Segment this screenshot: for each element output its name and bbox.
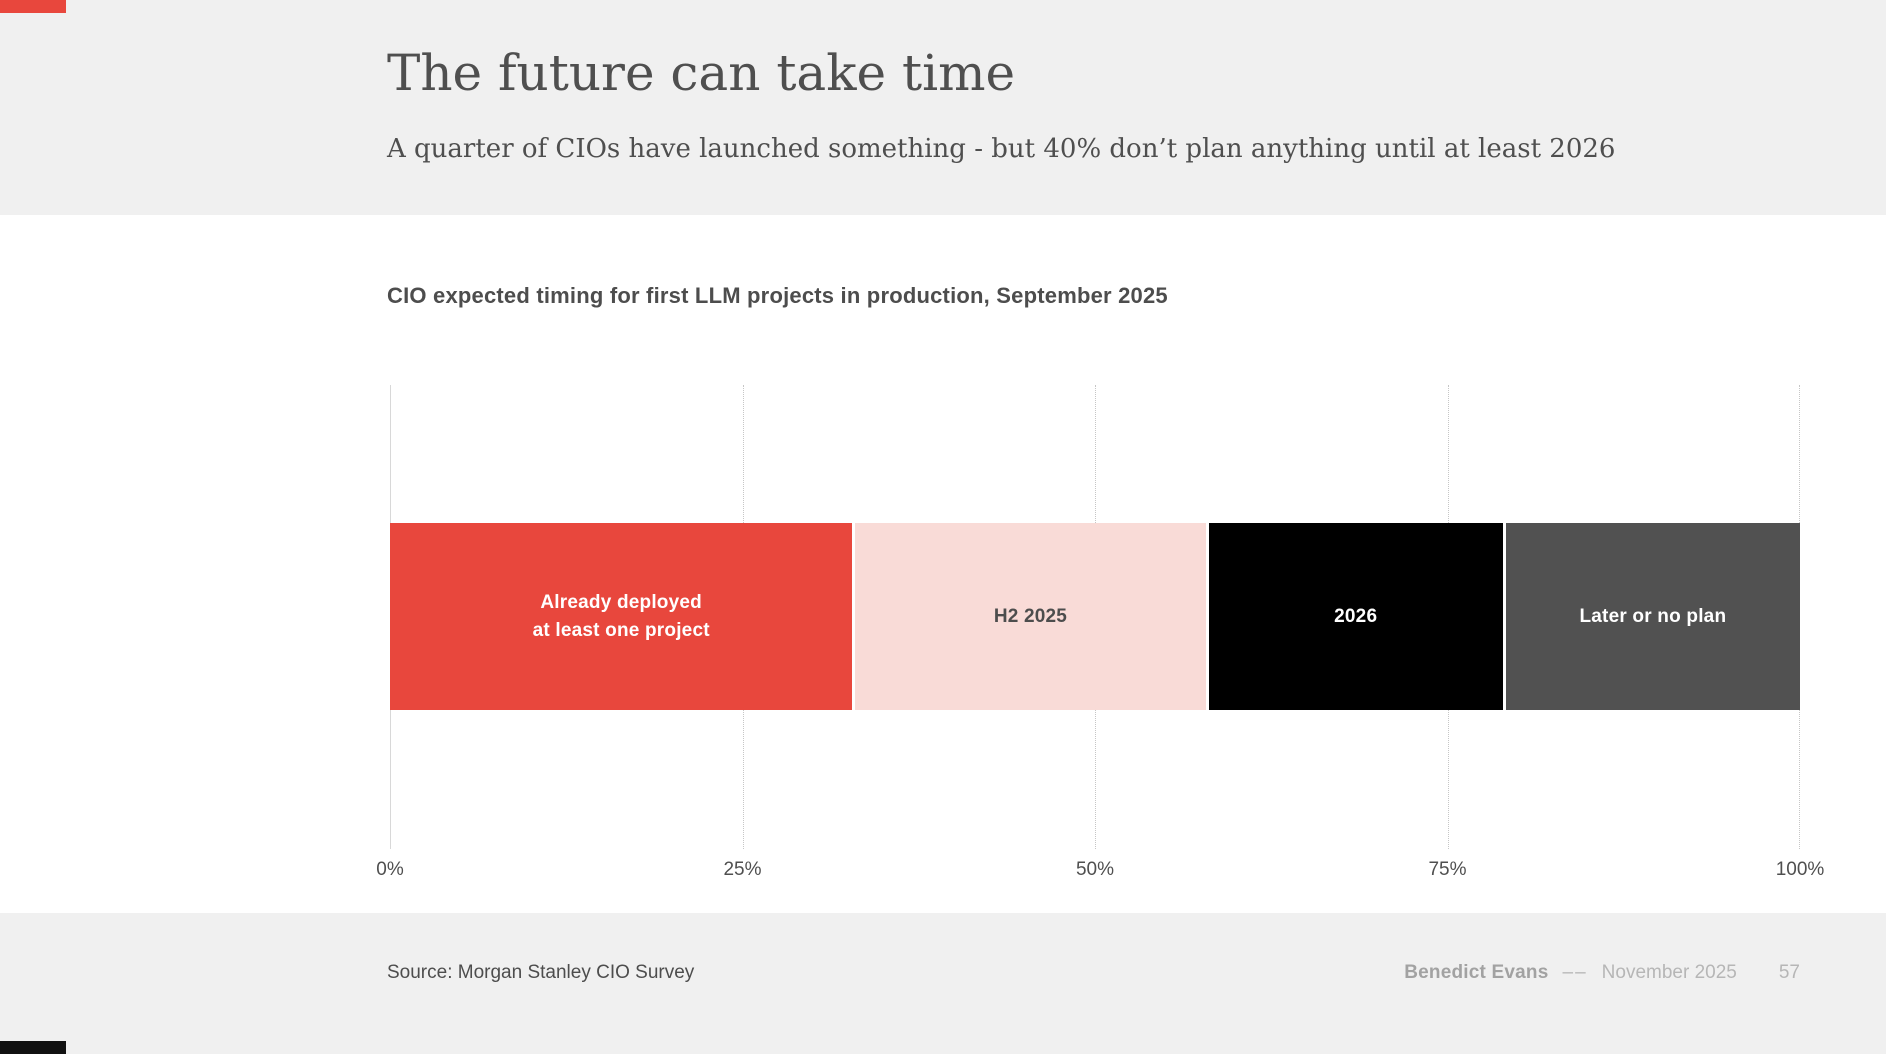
page-subtitle: A quarter of CIOs have launched somethin… (387, 134, 1616, 164)
tick-label-75pct: 75% (1428, 859, 1467, 880)
tick-label-100pct: 100% (1775, 859, 1825, 880)
credit-date: November 2025 (1601, 962, 1737, 983)
x-axis: 0% 25% 50% 75% 100% (376, 859, 1824, 885)
credit-separator: –– (1562, 962, 1588, 983)
page-title: The future can take time (387, 44, 1016, 102)
author-name: Benedict Evans (1404, 962, 1549, 983)
chart-section: CIO expected timing for first LLM projec… (0, 215, 1886, 913)
tick-label-50pct: 50% (1075, 859, 1115, 880)
bar-segment-label: 2026 (1334, 605, 1378, 627)
plot-area: Already deployed at least one project H2… (390, 385, 1800, 849)
credit-row: Benedict Evans –– November 2025 57 (1404, 962, 1800, 984)
stacked-bar: Already deployed at least one project H2… (390, 523, 1800, 710)
red-corner-mark (0, 0, 66, 13)
bar-segment-h2-2025: H2 2025 (855, 523, 1206, 710)
bar-segment-later-or-no-plan: Later or no plan (1505, 523, 1800, 710)
bar-segment-2026: 2026 (1208, 523, 1503, 710)
bar-segment-label: Later or no plan (1579, 605, 1727, 627)
black-corner-mark (0, 1041, 66, 1054)
page-number: 57 (1778, 962, 1800, 983)
tick-label-25pct: 25% (723, 859, 762, 880)
chart-title: CIO expected timing for first LLM projec… (387, 283, 1168, 308)
bar-segment-already-deployed: Already deployed at least one project (390, 523, 853, 710)
bar-segment-label: H2 2025 (993, 605, 1068, 627)
footer-band: Source: Morgan Stanley CIO Survey Benedi… (0, 913, 1886, 1054)
tick-label-0pct: 0% (376, 859, 404, 880)
source-text: Source: Morgan Stanley CIO Survey (387, 962, 695, 983)
bar-segment-label: Already deployed at least one project (532, 591, 710, 641)
header-band: The future can take time A quarter of CI… (0, 0, 1886, 215)
